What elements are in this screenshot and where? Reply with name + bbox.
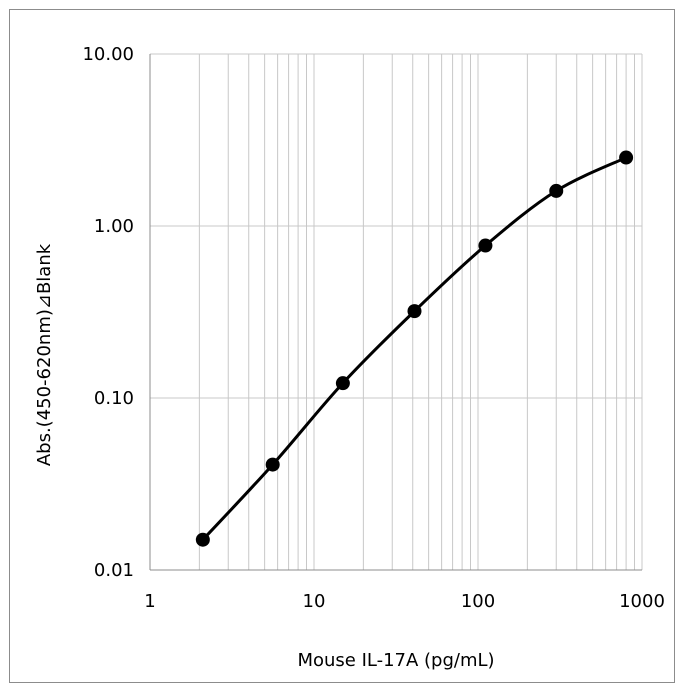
y-tick-label: 0.01 <box>94 560 134 581</box>
y-tick-label: 10.00 <box>82 44 134 65</box>
series-line <box>201 156 627 541</box>
series <box>195 150 634 547</box>
data-point <box>265 457 280 472</box>
x-tick-label: 1000 <box>619 591 665 612</box>
y-axis-title: Abs.(450-620nm)⊿Blank <box>34 243 55 466</box>
data-point <box>335 376 350 391</box>
data-point <box>195 532 210 547</box>
grid <box>150 53 643 570</box>
data-point <box>407 304 422 319</box>
y-tick-label: 0.10 <box>94 388 134 409</box>
x-axis-title: Mouse IL-17A (pg/mL) <box>297 650 494 671</box>
x-tick-label: 1 <box>144 591 155 612</box>
y-tick-label: 1.00 <box>94 216 134 237</box>
x-tick-label: 10 <box>303 591 326 612</box>
tick-labels: 1 10 100 1000 10.00 1.00 0.10 0.01 <box>82 44 664 612</box>
x-tick-label: 100 <box>461 591 495 612</box>
chart-frame <box>9 9 675 683</box>
data-point <box>478 238 493 253</box>
data-point <box>619 150 634 165</box>
axes <box>149 54 642 571</box>
data-point <box>549 183 564 198</box>
